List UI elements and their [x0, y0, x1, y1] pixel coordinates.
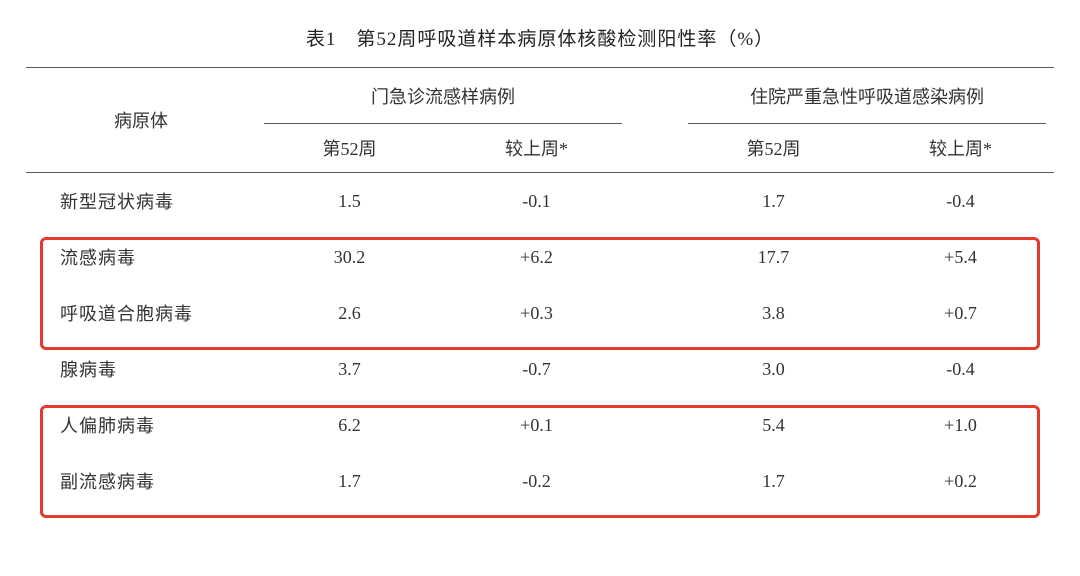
header-g2-week: 第52周	[680, 124, 867, 173]
header-group-1: 门急诊流感样病例	[256, 68, 630, 125]
cell-value: 30.2	[256, 229, 443, 285]
header-pathogen: 病原体	[26, 68, 256, 173]
cell-pathogen: 呼吸道合胞病毒	[26, 285, 256, 341]
cell-pathogen: 流感病毒	[26, 229, 256, 285]
table-caption: 表1 第52周呼吸道样本病原体核酸检测阳性率（%）	[26, 0, 1054, 67]
header-group-2: 住院严重急性呼吸道感染病例	[680, 68, 1054, 125]
table-row: 流感病毒 30.2 +6.2 17.7 +5.4	[26, 229, 1054, 285]
cell-value: +0.2	[867, 453, 1054, 509]
cell-value: 3.7	[256, 341, 443, 397]
cell-value: -0.4	[867, 341, 1054, 397]
cell-value: -0.7	[443, 341, 630, 397]
cell-value: +1.0	[867, 397, 1054, 453]
table-body: 新型冠状病毒 1.5 -0.1 1.7 -0.4 流感病毒 30.2 +6.2 …	[26, 173, 1054, 510]
header-g1-delta: 较上周*	[443, 124, 630, 173]
cell-value: 1.7	[680, 453, 867, 509]
header-g2-delta: 较上周*	[867, 124, 1054, 173]
cell-value: 6.2	[256, 397, 443, 453]
cell-value: +0.1	[443, 397, 630, 453]
cell-value: +0.3	[443, 285, 630, 341]
data-table: 病原体 门急诊流感样病例 住院严重急性呼吸道感染病例 第52周 较上周* 第52…	[26, 67, 1054, 509]
table-row: 新型冠状病毒 1.5 -0.1 1.7 -0.4	[26, 173, 1054, 230]
cell-pathogen: 副流感病毒	[26, 453, 256, 509]
cell-value: -0.2	[443, 453, 630, 509]
table-row: 呼吸道合胞病毒 2.6 +0.3 3.8 +0.7	[26, 285, 1054, 341]
cell-value: +5.4	[867, 229, 1054, 285]
cell-value: 5.4	[680, 397, 867, 453]
cell-value: 1.5	[256, 173, 443, 230]
cell-value: -0.4	[867, 173, 1054, 230]
cell-value: 2.6	[256, 285, 443, 341]
cell-gap	[630, 229, 680, 285]
cell-pathogen: 新型冠状病毒	[26, 173, 256, 230]
header-gap	[630, 68, 680, 173]
cell-value: +0.7	[867, 285, 1054, 341]
cell-value: 3.8	[680, 285, 867, 341]
cell-value: 3.0	[680, 341, 867, 397]
cell-pathogen: 人偏肺病毒	[26, 397, 256, 453]
table-row: 副流感病毒 1.7 -0.2 1.7 +0.2	[26, 453, 1054, 509]
cell-gap	[630, 285, 680, 341]
table-row: 人偏肺病毒 6.2 +0.1 5.4 +1.0	[26, 397, 1054, 453]
header-g1-week: 第52周	[256, 124, 443, 173]
cell-pathogen: 腺病毒	[26, 341, 256, 397]
cell-gap	[630, 173, 680, 230]
cell-value: -0.1	[443, 173, 630, 230]
cell-gap	[630, 397, 680, 453]
cell-value: 1.7	[680, 173, 867, 230]
cell-gap	[630, 453, 680, 509]
cell-value: +6.2	[443, 229, 630, 285]
cell-gap	[630, 341, 680, 397]
cell-value: 17.7	[680, 229, 867, 285]
table-row: 腺病毒 3.7 -0.7 3.0 -0.4	[26, 341, 1054, 397]
cell-value: 1.7	[256, 453, 443, 509]
page-root: 表1 第52周呼吸道样本病原体核酸检测阳性率（%） 病原体 门急诊流感样病例 住…	[0, 0, 1080, 576]
